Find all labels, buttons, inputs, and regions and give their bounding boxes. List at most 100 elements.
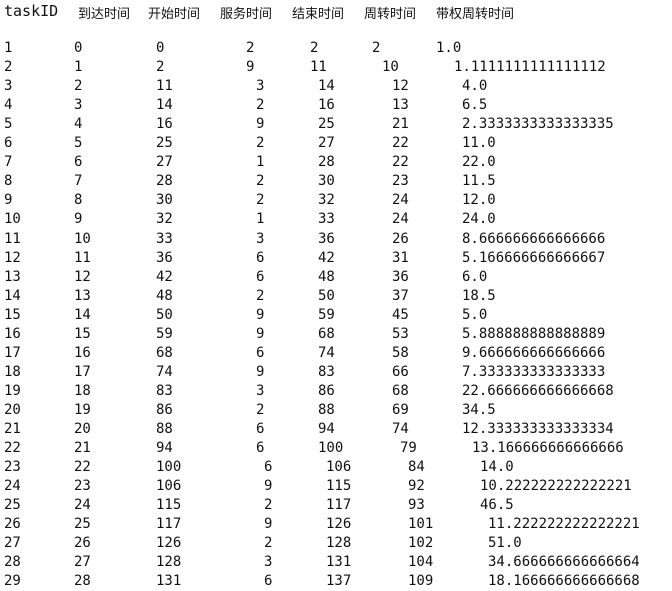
task-id-cell: 4 [4,97,13,114]
task-id-cell: 8 [4,173,13,190]
start-time-cell: 16 [156,116,173,133]
service-time-cell: 9 [246,59,255,76]
weighted-turnaround-cell: 11.0 [462,135,496,152]
finish-time-cell: 68 [318,325,335,342]
turnaround-time-cell: 66 [392,363,409,380]
finish-time-cell: 74 [318,344,335,361]
table-row: 5 4 16 9 25 21 2.3333333333333335 [0,115,672,134]
task-id-cell: 11 [4,230,21,247]
turnaround-time-cell: 53 [392,325,409,342]
service-time-cell: 3 [264,554,273,571]
service-time-cell: 2 [264,497,273,514]
table-row: 24 23 106 9 115 92 10.222222222222221 [0,477,672,496]
service-time-cell: 9 [264,478,273,495]
start-time-cell: 83 [156,382,173,399]
turnaround-time-cell: 104 [408,554,434,571]
table-row: 26 25 117 9 126 101 11.222222222222221 [0,515,672,534]
task-id-cell: 6 [4,135,13,152]
weighted-turnaround-cell: 22.666666666666668 [462,382,614,399]
service-time-cell: 2 [256,192,265,209]
service-time-cell: 2 [264,535,273,552]
start-time-cell: 128 [156,554,182,571]
task-id-cell: 14 [4,287,21,304]
arrival-time-cell: 8 [74,192,83,209]
task-id-cell: 21 [4,421,21,437]
start-time-cell: 36 [156,249,173,266]
arrival-time-cell: 27 [74,554,91,571]
task-id-cell: 1 [4,40,13,56]
arrival-time-cell: 9 [74,211,83,228]
arrival-time-cell: 24 [74,497,91,514]
finish-time-cell: 48 [318,268,335,285]
arrival-time-cell: 1 [74,59,83,76]
start-time-cell: 68 [156,344,173,361]
weighted-turnaround-cell: 12.333333333333334 [462,421,614,437]
turnaround-time-cell: 22 [392,154,409,171]
turnaround-time-cell: 10 [382,59,399,76]
weighted-turnaround-cell: 6.5 [462,97,488,114]
service-time-cell: 3 [256,78,265,95]
task-id-cell: 16 [4,325,21,342]
turnaround-time-cell: 31 [392,249,409,266]
task-id-cell: 2 [4,59,13,76]
table-row: 4 3 14 2 16 13 6.5 [0,96,672,115]
table-row: 1 0 0 2 2 2 1.0 [0,39,672,58]
finish-time-cell: 30 [318,173,335,190]
finish-time-cell: 83 [318,363,335,380]
arrival-time-cell: 15 [74,325,91,342]
task-id-cell: 5 [4,116,13,133]
table-row: 17 16 68 6 74 58 9.666666666666666 [0,344,672,363]
table-row: 27 26 126 2 128 102 51.0 [0,534,672,553]
start-time-cell: 126 [156,535,182,552]
weighted-turnaround-cell: 18.166666666666668 [488,573,640,590]
weighted-turnaround-cell: 24.0 [462,211,496,228]
service-time-cell: 3 [256,382,265,399]
table-row: 25 24 115 2 117 93 46.5 [0,496,672,515]
task-id-cell: 28 [4,554,21,571]
service-time-cell: 9 [264,516,273,533]
task-id-cell: 17 [4,344,21,361]
table-row: 6 5 25 2 27 22 11.0 [0,134,672,153]
weighted-turnaround-cell: 8.666666666666666 [462,230,606,247]
table-row: 13 12 42 6 48 36 6.0 [0,268,672,287]
arrival-time-cell: 0 [74,40,83,56]
service-time-cell: 6 [264,573,273,590]
header-finish-time: 结束时间 [292,7,345,22]
arrival-time-cell: 22 [74,459,91,476]
task-id-cell: 15 [4,306,21,323]
task-id-cell: 7 [4,154,13,171]
task-id-cell: 3 [4,78,13,95]
service-time-cell: 1 [256,211,265,228]
arrival-time-cell: 13 [74,287,91,304]
finish-time-cell: 2 [310,40,319,56]
turnaround-time-cell: 109 [408,573,434,590]
task-id-cell: 29 [4,573,21,590]
arrival-time-cell: 23 [74,478,91,495]
arrival-time-cell: 21 [74,440,91,457]
arrival-time-cell: 25 [74,516,91,533]
start-time-cell: 94 [156,440,173,457]
table-row: 3 2 11 3 14 12 4.0 [0,77,672,96]
weighted-turnaround-cell: 1.1111111111111112 [454,59,606,76]
finish-time-cell: 86 [318,382,335,399]
service-time-cell: 6 [256,249,265,266]
weighted-turnaround-cell: 4.0 [462,78,488,95]
finish-time-cell: 137 [326,573,352,590]
task-id-cell: 27 [4,535,21,552]
weighted-turnaround-cell: 11.222222222222221 [488,516,640,533]
weighted-turnaround-cell: 13.166666666666666 [472,440,624,457]
arrival-time-cell: 5 [74,135,83,152]
task-id-cell: 24 [4,478,21,495]
finish-time-cell: 25 [318,116,335,133]
arrival-time-cell: 14 [74,306,91,323]
turnaround-time-cell: 24 [392,211,409,228]
service-time-cell: 6 [256,421,265,437]
start-time-cell: 106 [156,478,182,495]
start-time-cell: 28 [156,173,173,190]
turnaround-time-cell: 26 [392,230,409,247]
arrival-time-cell: 18 [74,382,91,399]
arrival-time-cell: 17 [74,363,91,380]
service-time-cell: 6 [264,459,273,476]
service-time-cell: 9 [256,363,265,380]
